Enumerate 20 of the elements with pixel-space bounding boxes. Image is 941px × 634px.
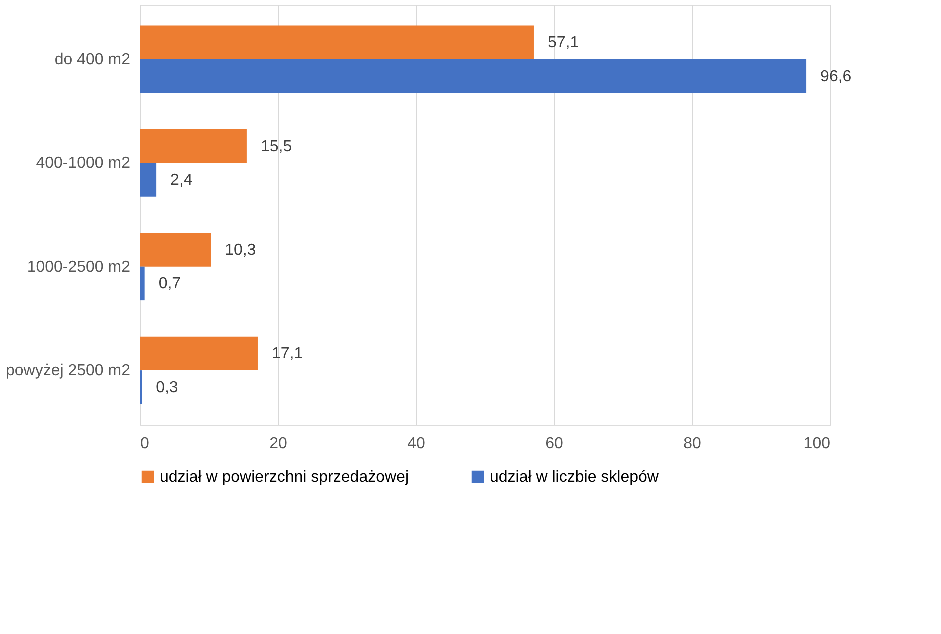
x-tick-label: 40 [408,436,426,452]
x-tick-label: 20 [270,436,288,452]
x-tick-label: 100 [804,436,831,452]
data-label: 0,7 [158,276,182,293]
data-label: 17,1 [272,346,304,363]
data-label: 2,4 [170,172,193,189]
x-tick-label: 60 [546,436,564,452]
x-tick-label: 80 [684,436,702,452]
data-label: 10,3 [225,242,256,259]
data-label: 0,3 [156,379,178,396]
y-tick-label: 1000-2500 m2 [27,258,131,276]
y-tick-label: 400-1000 m2 [36,155,131,172]
y-tick-label: do 400 m2 [54,51,131,68]
x-tick-label: 0 [140,436,150,452]
y-tick-label: powyżej 2500 m2 [6,362,131,380]
data-label: 57,1 [548,34,580,52]
data-label: 96,6 [820,68,852,86]
legend-label: udział w powierzchni sprzedażowej [160,469,410,486]
data-label: 15,5 [260,138,292,156]
legend-label: udział w liczbie sklepów [490,469,660,486]
